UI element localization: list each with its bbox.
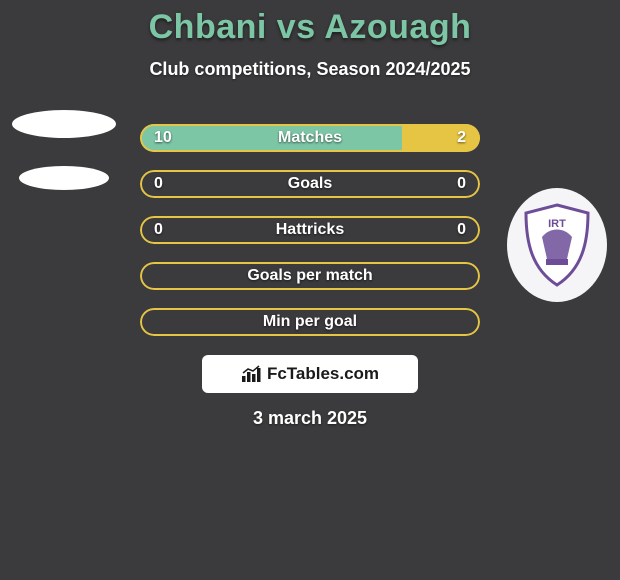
stat-label: Matches [140, 124, 480, 152]
player1-photo-placeholder [12, 110, 116, 138]
branding-badge[interactable]: FcTables.com [202, 355, 418, 393]
subtitle: Club competitions, Season 2024/2025 [0, 59, 620, 80]
player1-avatar-group [6, 110, 121, 190]
stat-bar: Goals0 0 [140, 170, 480, 198]
stat-bar: Goals per match [140, 262, 480, 290]
stat-bars: Matches102Goals00Hattricks00Goals per ma… [140, 124, 480, 336]
comparison-card: Chbani vs Azouagh Club competitions, Sea… [0, 0, 620, 580]
stat-bar: Matches10 2 [140, 124, 480, 152]
vs-text: vs [277, 8, 316, 46]
chart-icon [241, 365, 261, 383]
svg-text:IRT: IRT [548, 218, 566, 230]
stat-label: Hattricks [140, 216, 480, 244]
player2-avatar-group: IRT [499, 188, 614, 302]
stat-bar: Min per goal [140, 308, 480, 336]
stat-value-right: 0 [457, 216, 466, 244]
player1-name: Chbani [149, 8, 267, 46]
date-text: 3 march 2025 [0, 408, 620, 429]
stat-value-right: 2 [457, 124, 466, 152]
page-title: Chbani vs Azouagh [0, 0, 620, 47]
stat-value-right: 0 [457, 170, 466, 198]
stat-value-left: 0 [154, 170, 163, 198]
branding-text: FcTables.com [267, 364, 379, 384]
stat-label: Goals per match [140, 262, 480, 290]
stat-value-left: 10 [154, 124, 172, 152]
stat-label: Min per goal [140, 308, 480, 336]
stat-bar: Hattricks0 0 [140, 216, 480, 244]
stat-value-left: 0 [154, 216, 163, 244]
player2-name: Azouagh [324, 8, 471, 46]
player2-club-crest: IRT [507, 188, 607, 302]
shield-icon: IRT [522, 203, 592, 287]
stat-label: Goals [140, 170, 480, 198]
player1-club-crest [19, 166, 109, 190]
